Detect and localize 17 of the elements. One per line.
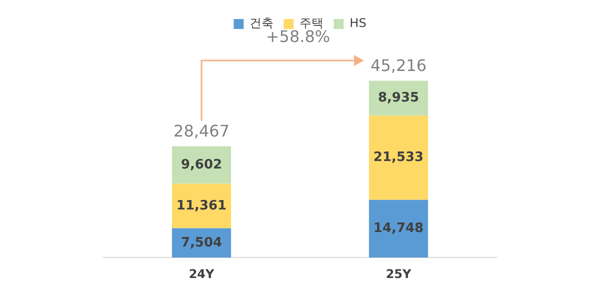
data-label: 21,533: [373, 150, 424, 166]
data-label: 14,748: [373, 221, 424, 236]
data-label: 9,602: [180, 157, 222, 172]
legend-label: HS: [350, 16, 366, 30]
bar: [368, 116, 428, 200]
total-label: 28,467: [174, 121, 230, 140]
total-label: 45,216: [370, 56, 426, 75]
data-label: 11,361: [176, 198, 227, 214]
data-label: 7,504: [180, 235, 222, 250]
legend-label: 주택: [300, 16, 324, 30]
x-tick-label: 24Y: [188, 266, 215, 281]
bar: [172, 184, 232, 228]
legend-label: 건축: [250, 16, 274, 30]
x-tick-label: 25Y: [386, 266, 412, 281]
data-label: 8,935: [378, 90, 420, 106]
bar: [368, 200, 428, 258]
bar: [172, 146, 232, 184]
